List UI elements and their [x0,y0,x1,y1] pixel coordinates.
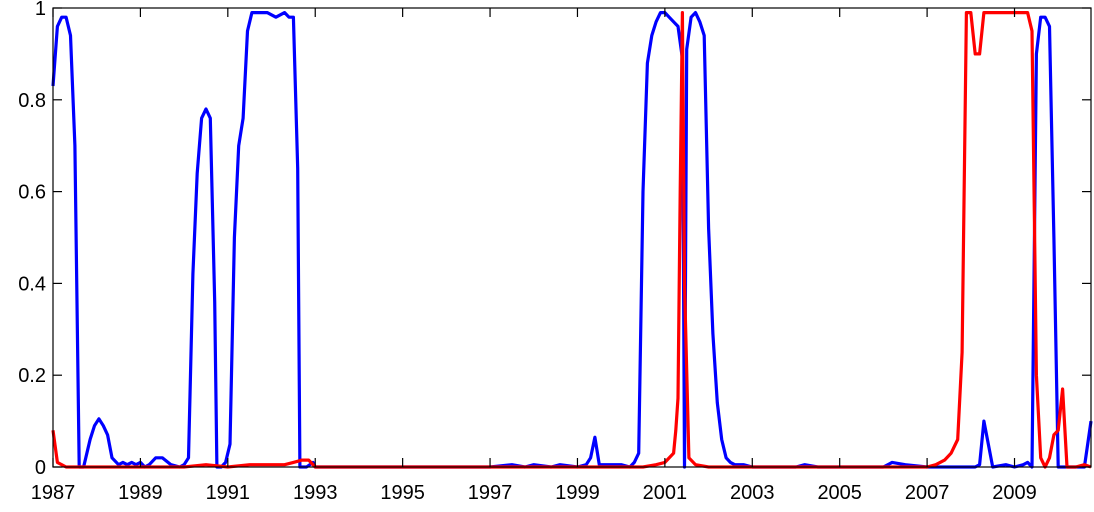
y-axis-tick-labels: 0 0.2 0.4 0.6 0.8 1 [18,0,46,479]
x-tick-label: 1993 [293,482,338,504]
x-tick-label: 1995 [380,482,425,504]
x-tick-label: 2007 [905,482,950,504]
y-tick-label: 1 [35,0,46,20]
series-layer [51,11,1093,469]
tick-layer [52,7,1091,468]
series-line-1 [51,11,1093,469]
x-tick-label: 1997 [468,482,513,504]
plot-frame [52,7,1092,468]
x-tick-label: 1989 [118,482,163,504]
y-tick-label: 0.6 [18,182,46,204]
series-line-2 [51,11,1092,469]
x-tick-label: 1999 [555,482,600,504]
x-tick-label: 2001 [643,482,688,504]
x-axis-tick-labels: 1987 1989 1991 1993 1995 1997 1999 2001 2003 2005… [31,482,1037,504]
x-tick-label: 2005 [817,482,862,504]
x-tick-label: 1987 [31,482,76,504]
x-tick-label: 2003 [730,482,775,504]
y-tick-label: 0 [35,457,46,479]
x-tick-label: 1991 [206,482,251,504]
x-tick-label: 2009 [992,482,1037,504]
y-tick-label: 0.2 [18,365,46,387]
y-tick-label: 0.8 [18,90,46,112]
y-tick-label: 0.4 [18,273,46,295]
